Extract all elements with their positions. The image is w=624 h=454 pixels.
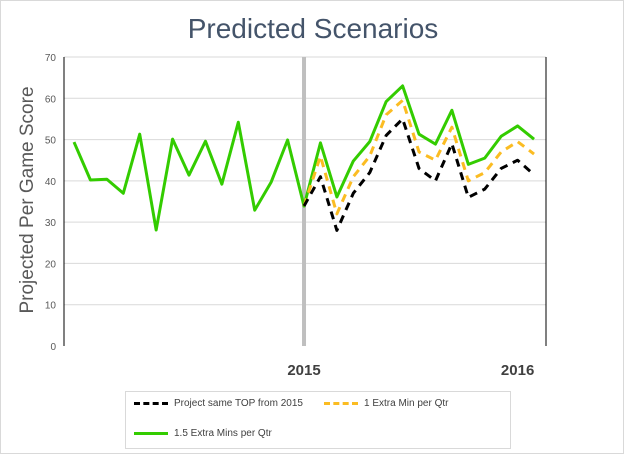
legend-item-same-top: Project same TOP from 2015 (134, 398, 303, 409)
x-tick-label: 2015 (287, 362, 320, 379)
legend-label: 1 Extra Min per Qtr (364, 398, 449, 409)
legend-label: Project same TOP from 2015 (174, 398, 303, 409)
legend-swatch (324, 402, 358, 405)
y-tick-label: 40 (45, 177, 57, 188)
legend-item-1-extra: 1 Extra Min per Qtr (324, 398, 448, 409)
y-tick-label: 60 (45, 94, 57, 105)
legend-label: 1.5 Extra Mins per Qtr (174, 428, 272, 439)
y-tick-label: 30 (45, 218, 57, 229)
y-tick-label: 10 (45, 301, 57, 312)
legend-swatch (134, 402, 168, 405)
y-tick-label: 0 (50, 342, 56, 353)
y-tick-label: 50 (45, 136, 57, 147)
legend-swatch (134, 432, 168, 435)
x-tick-label: 2016 (501, 362, 534, 379)
series-same-top (302, 117, 536, 232)
legend: Project same TOP from 2015 1 Extra Min p… (125, 391, 511, 449)
y-tick-label: 70 (45, 53, 57, 64)
series-1-extra-min (302, 98, 535, 216)
y-tick-label: 20 (45, 259, 57, 270)
legend-item-1-5-extra: 1.5 Extra Mins per Qtr (134, 428, 272, 439)
chart-title: Predicted Scenarios (187, 13, 439, 44)
